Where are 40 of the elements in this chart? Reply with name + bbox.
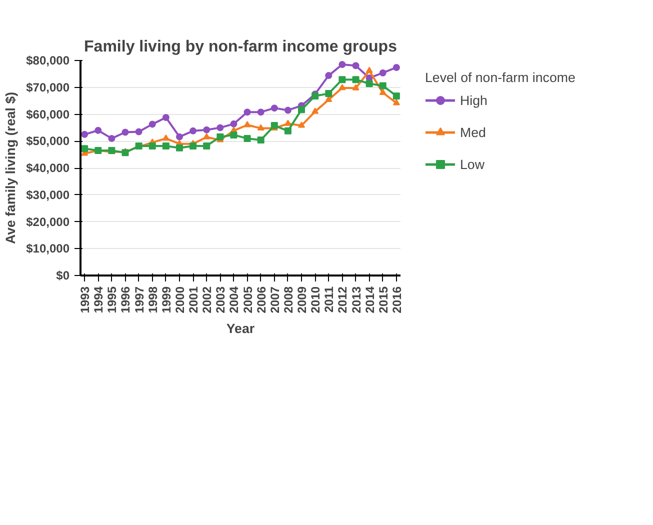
- y-tick-label: $20,000: [26, 214, 70, 229]
- x-tick-label: 2003: [214, 286, 228, 314]
- legend-label: Low: [460, 156, 484, 172]
- legend-label: High: [460, 92, 488, 108]
- y-axis-title: Ave family living (real $): [3, 92, 18, 244]
- x-tick-label: 1998: [146, 286, 160, 314]
- chart-title: Family living by non-farm income groups: [84, 38, 398, 56]
- x-tick-label: 2007: [268, 286, 282, 314]
- x-tick-label: 2001: [186, 286, 201, 314]
- x-tick-label: 1997: [132, 286, 146, 314]
- y-tick-label: $10,000: [26, 242, 70, 256]
- x-tick-label: 2008: [281, 286, 296, 314]
- x-tick-label: 1994: [92, 286, 106, 314]
- y-tick-label: $70,000: [26, 80, 70, 94]
- x-tick-label: 1999: [159, 286, 174, 314]
- x-tick-label: 2011: [322, 286, 336, 313]
- x-tick-label: 2015: [376, 286, 390, 314]
- x-axis-title: Year: [226, 321, 255, 336]
- y-tick-label: $60,000: [26, 107, 70, 122]
- x-tick-label: 2010: [308, 286, 323, 314]
- x-tick-label: 1996: [118, 286, 133, 314]
- legend-title: Level of non-farm income: [425, 70, 576, 85]
- x-tick-label: 2002: [200, 286, 214, 314]
- x-tick-label: 2009: [295, 286, 310, 314]
- y-tick-label: $40,000: [26, 161, 70, 175]
- y-tick-label: $0: [56, 268, 70, 282]
- x-tick-label: 1993: [78, 286, 92, 314]
- x-tick-label: 2013: [349, 286, 364, 314]
- x-tick-label: 2012: [336, 286, 350, 314]
- legend-label: Med: [460, 124, 486, 140]
- x-tick-label: 2005: [240, 286, 255, 314]
- x-tick-label: 2006: [254, 286, 268, 314]
- y-tick-label: $80,000: [26, 54, 70, 68]
- x-tick-label: 2000: [172, 286, 187, 314]
- x-tick-label: 2004: [227, 286, 242, 314]
- y-tick-label: $50,000: [26, 134, 70, 148]
- x-tick-label: 1995: [105, 286, 120, 314]
- y-tick-label: $30,000: [26, 188, 70, 202]
- x-tick-label: 2014: [362, 286, 377, 314]
- x-tick-label: 2016: [390, 286, 404, 314]
